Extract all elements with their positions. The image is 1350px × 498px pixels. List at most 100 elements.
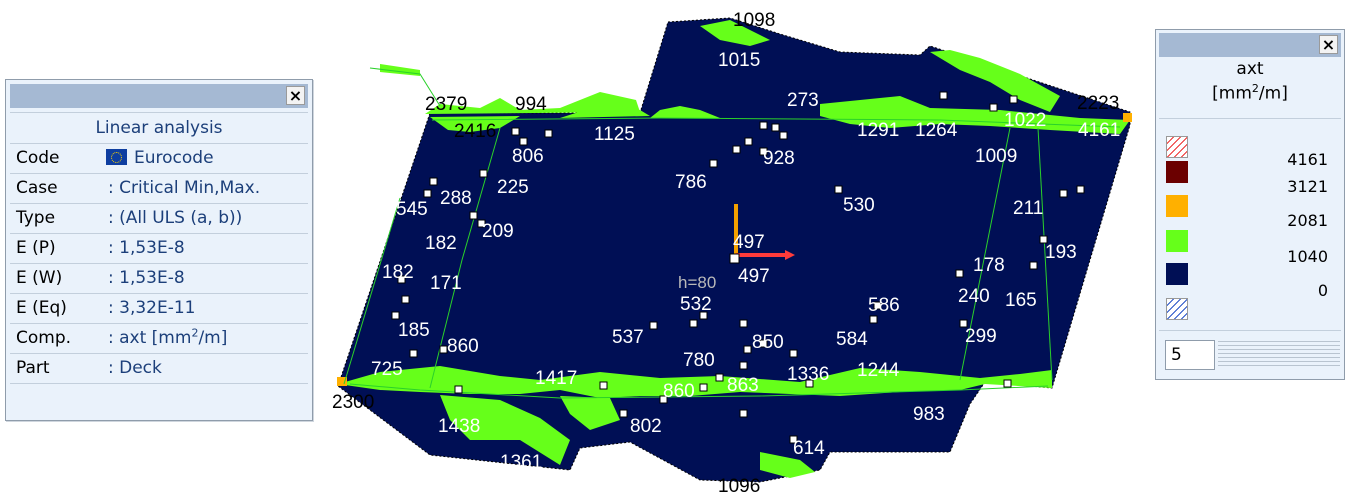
value-label: 299: [965, 326, 997, 347]
value-label: 165: [1005, 290, 1037, 311]
value-label: 1096: [718, 476, 760, 497]
green-zones: [338, 20, 1130, 478]
value-label: 802: [630, 416, 662, 437]
value-label: 860: [447, 336, 479, 357]
legend-value: 2081: [1287, 211, 1328, 230]
value-label: 1417: [535, 368, 577, 389]
info-row-value: : (All ULS (a, b)): [108, 208, 243, 228]
value-label: 2223: [1077, 93, 1119, 114]
value-label: 209: [482, 221, 514, 242]
legend-swatch-dark-red: [1166, 161, 1188, 183]
mesh-nodes: [391, 91, 1085, 444]
value-label: 860: [663, 381, 695, 402]
deck-slab-shape: [337, 17, 1132, 483]
info-row-code: Code Eurocode: [10, 144, 308, 174]
value-label: 2379: [425, 94, 467, 115]
legend-entry: 3121: [1156, 171, 1344, 196]
value-label: 497: [738, 266, 770, 287]
color-scale-legend[interactable]: × axt [mm2/m] 4161 3121 2081 1040 0 5: [1155, 29, 1345, 380]
info-row-ep: E (P) : 1,53E-8: [10, 234, 308, 264]
value-label: 545: [396, 199, 428, 220]
value-label: 182: [382, 262, 414, 283]
info-row-value: : 1,53E-8: [108, 238, 185, 258]
legend-header: axt [mm2/m]: [1156, 60, 1344, 104]
info-panel-titlebar[interactable]: ×: [10, 84, 308, 108]
value-label: 1336: [787, 364, 829, 385]
info-row-value: : 1,53E-8: [108, 268, 185, 288]
info-row-value: : 3,32E-11: [108, 298, 196, 318]
info-row-type: Type : (All ULS (a, b)): [10, 204, 308, 234]
info-row-component: Comp. : axt [mm2/m]: [10, 324, 308, 354]
close-icon[interactable]: ×: [1319, 35, 1338, 54]
info-row-part: Part : Deck: [10, 354, 308, 384]
value-label: 178: [973, 255, 1005, 276]
hatch-below-min-swatch: [1166, 298, 1188, 320]
value-label: 1125: [594, 124, 635, 145]
legend-above-max: [1156, 136, 1344, 160]
value-label: 1015: [718, 50, 760, 71]
value-label: 537: [612, 327, 644, 348]
value-label: 211: [1013, 198, 1043, 219]
value-label: 2416: [454, 121, 496, 142]
value-label: 806: [512, 146, 544, 167]
legend-below-min: [1156, 298, 1344, 322]
legend-entry: 1040: [1156, 240, 1344, 266]
value-label: 1361: [500, 452, 542, 473]
info-row-value: Eurocode: [134, 148, 214, 168]
value-label: 786: [675, 172, 707, 193]
value-label: 614: [793, 438, 825, 459]
legend-value: 0: [1317, 281, 1328, 300]
info-row-label: Type: [16, 208, 56, 228]
close-icon[interactable]: ×: [286, 86, 305, 105]
result-value-labels: 1098 1015 2379 994 2416 806 928 786 288 …: [332, 10, 1120, 497]
info-row-label: E (W): [16, 268, 63, 288]
value-label: 532: [680, 294, 712, 315]
info-row-value: : Critical Min,Max.: [108, 178, 261, 198]
value-label: 725: [371, 359, 403, 380]
value-label: 193: [1045, 242, 1077, 263]
info-row-value: : Deck: [108, 358, 162, 378]
info-row-label: Comp.: [16, 328, 72, 348]
value-label: 171: [430, 273, 462, 294]
eu-flag-icon: [106, 149, 127, 165]
value-label: 4161: [1078, 120, 1120, 141]
legend-entry: 2081: [1156, 204, 1344, 230]
value-label: 1438: [438, 416, 480, 437]
value-label: 182: [425, 233, 457, 254]
value-label: 1291: [857, 120, 899, 141]
value-label: 850: [752, 332, 784, 353]
value-label: 1009: [975, 146, 1017, 167]
color-steps-slider[interactable]: [1218, 341, 1340, 369]
legend-value: 1040: [1287, 247, 1328, 266]
value-label: 185: [398, 320, 430, 341]
legend-entry: 4161: [1156, 146, 1344, 170]
legend-value: 3121: [1287, 177, 1328, 196]
info-row-value: : axt [mm2/m]: [108, 326, 228, 348]
value-label: 928: [763, 148, 795, 169]
value-label: 497: [733, 232, 765, 253]
legend-title: axt: [1236, 59, 1264, 79]
info-row-ew: E (W) : 1,53E-8: [10, 264, 308, 294]
info-row-eeq: E (Eq) : 3,32E-11: [10, 294, 308, 324]
analysis-info-panel[interactable]: × Linear analysis Code Eurocode Case : C…: [5, 79, 313, 421]
info-table: Linear analysis Code Eurocode Case : Cri…: [10, 112, 308, 384]
value-label: 1098: [733, 10, 775, 31]
value-label: 530: [843, 195, 875, 216]
analysis-type-heading: Linear analysis: [10, 113, 308, 144]
value-label: 273: [787, 90, 819, 111]
value-label: 1244: [857, 360, 900, 381]
color-steps-input[interactable]: 5: [1165, 340, 1215, 370]
value-label: 780: [683, 350, 715, 371]
legend-swatch-navy: [1166, 263, 1188, 285]
legend-entry: 0: [1156, 274, 1344, 300]
info-row-label: Part: [16, 358, 50, 378]
legend-entry: [1156, 263, 1344, 287]
orange-zones: [337, 113, 1132, 386]
value-label: 994: [515, 94, 547, 115]
legend-titlebar[interactable]: ×: [1159, 33, 1341, 57]
value-label: 2300: [332, 392, 374, 413]
info-row-label: E (P): [16, 238, 56, 258]
value-label: 584: [836, 329, 868, 350]
value-label: 240: [958, 286, 990, 307]
